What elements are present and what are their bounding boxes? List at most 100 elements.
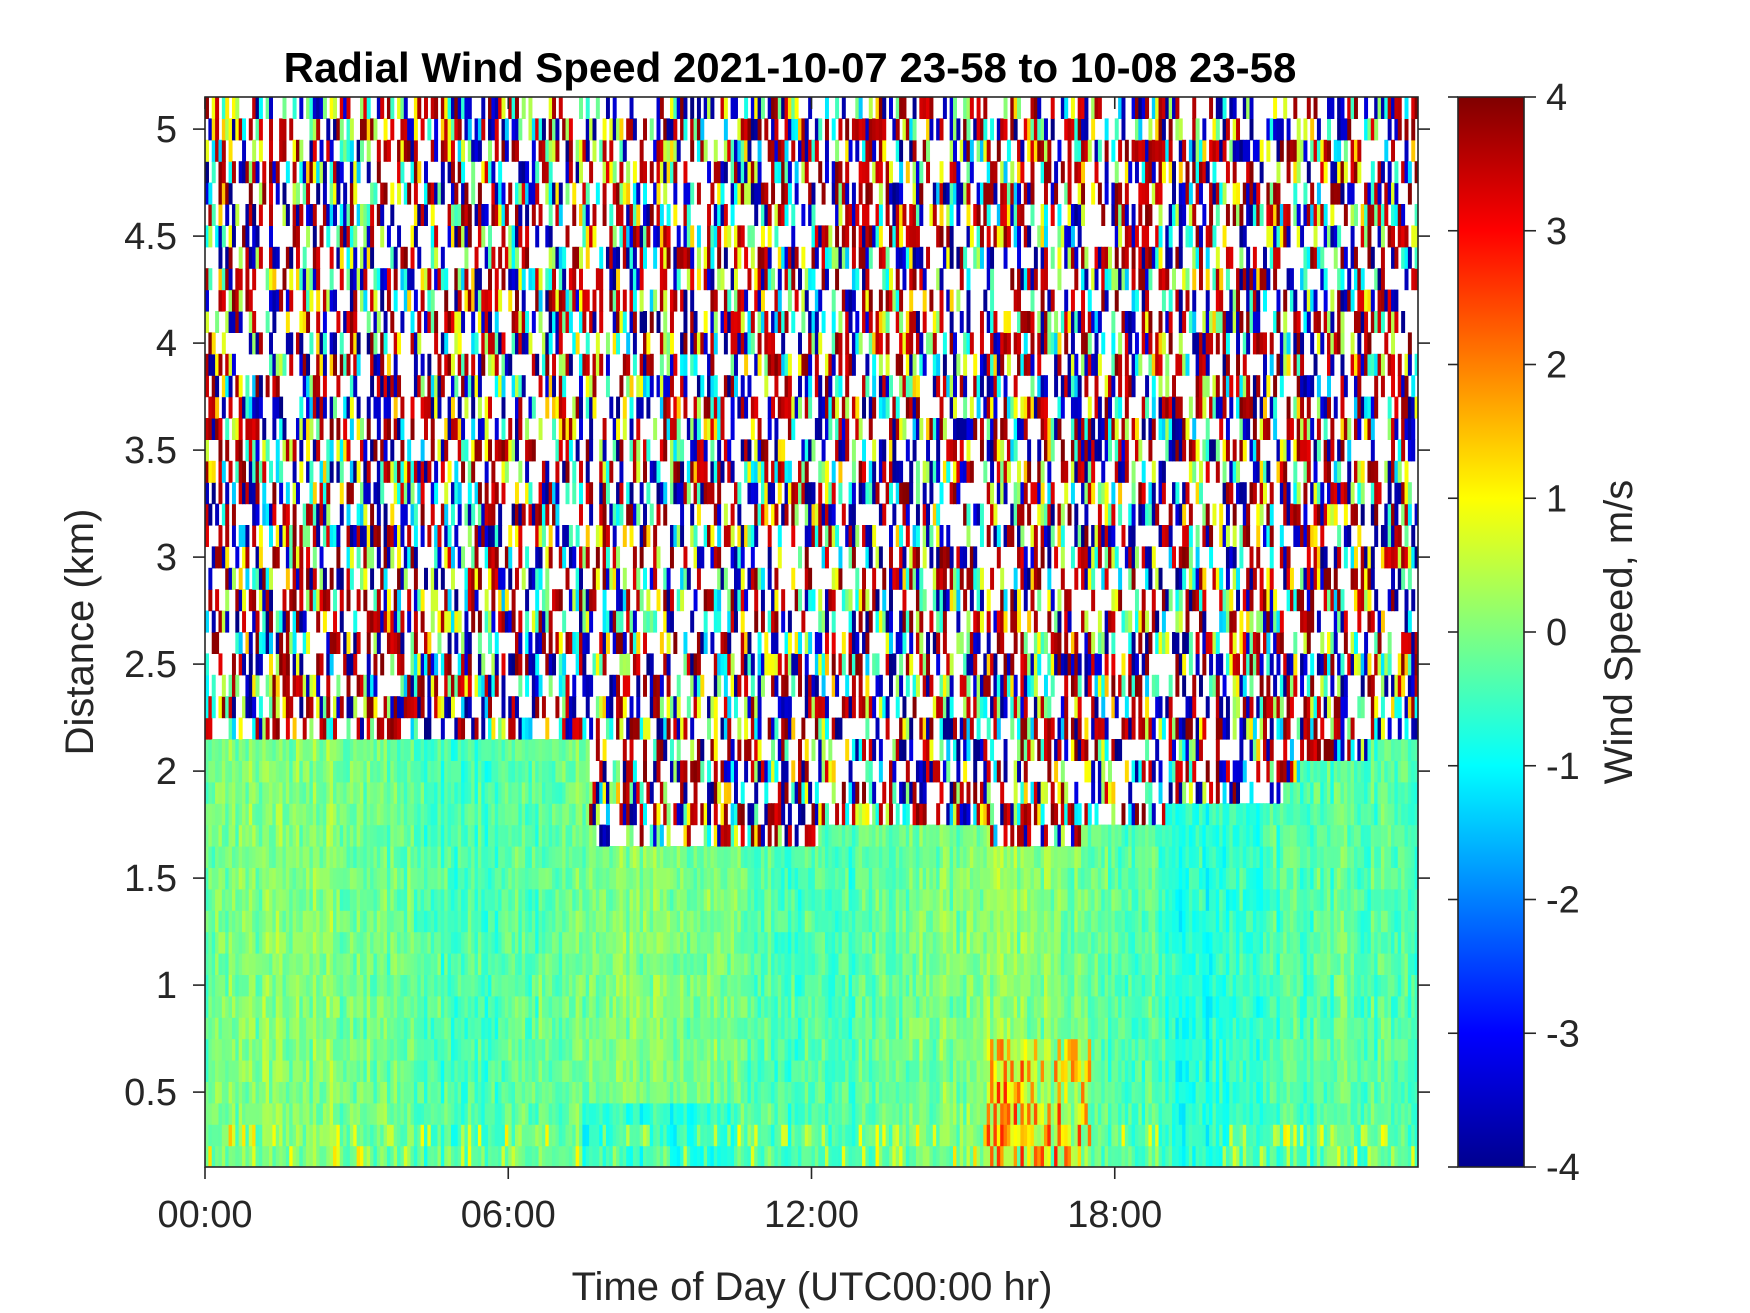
heatmap-cell (656, 1060, 661, 1082)
heatmap-cell (306, 696, 311, 719)
heatmap-cell (336, 1038, 341, 1061)
heatmap-cell (653, 546, 658, 569)
heatmap-cell (538, 995, 543, 1018)
heatmap-cell (245, 1060, 250, 1082)
heatmap-cell (484, 888, 489, 911)
heatmap-cell (393, 589, 398, 612)
heatmap-cell (572, 396, 577, 419)
heatmap-cell (579, 632, 583, 654)
heatmap-cell (295, 1102, 300, 1125)
heatmap-cell (208, 1081, 213, 1104)
heatmap-cell (471, 182, 476, 205)
heatmap-cell (363, 567, 368, 590)
heatmap-cell (565, 696, 570, 719)
heatmap-cell (474, 118, 479, 141)
heatmap-cell (349, 118, 354, 141)
heatmap-cell (356, 1060, 361, 1082)
heatmap-cell (565, 1038, 570, 1061)
heatmap-cell (488, 1017, 492, 1040)
heatmap-cell (636, 717, 641, 740)
heatmap-cell (535, 225, 540, 248)
heatmap-cell (467, 225, 472, 248)
heatmap-cell (326, 974, 331, 997)
heatmap-cell (535, 503, 540, 526)
heatmap-cell (461, 867, 466, 890)
heatmap-cell (282, 503, 287, 526)
heatmap-cell (518, 717, 523, 740)
heatmap-cell (228, 118, 233, 141)
heatmap-cell (309, 332, 314, 355)
heatmap-cell (346, 1017, 351, 1040)
heatmap-cell (299, 867, 304, 890)
heatmap-cell (410, 953, 415, 975)
heatmap-cell (619, 161, 624, 184)
heatmap-cell (309, 1081, 314, 1104)
heatmap-cell (552, 824, 557, 847)
heatmap-cell (491, 1060, 496, 1082)
heatmap-cell (312, 674, 317, 697)
heatmap-cell (464, 204, 469, 226)
heatmap-cell (322, 1145, 327, 1167)
heatmap-cell (555, 482, 560, 505)
heatmap-cell (595, 1017, 600, 1040)
heatmap-cell (555, 460, 560, 483)
heatmap-cell (545, 289, 550, 312)
heatmap-cell (494, 888, 499, 911)
heatmap-cell (265, 739, 270, 761)
heatmap-cell (498, 867, 503, 890)
heatmap-cell (231, 97, 236, 119)
heatmap-cell (245, 846, 250, 868)
heatmap-cell (518, 1124, 523, 1147)
heatmap-cell (501, 867, 506, 890)
heatmap-cell (504, 1060, 509, 1082)
heatmap-cell (568, 418, 573, 440)
heatmap-cell (420, 995, 425, 1018)
heatmap-cell (383, 995, 388, 1018)
heatmap-cell (558, 1124, 563, 1147)
heatmap-cell (366, 867, 371, 890)
heatmap-cell (599, 995, 604, 1018)
heatmap-cell (454, 268, 459, 291)
heatmap-cell (349, 739, 354, 761)
heatmap-cell (528, 439, 533, 462)
heatmap-cell (272, 1017, 277, 1040)
heatmap-cell (626, 589, 631, 612)
heatmap-cell (390, 888, 395, 911)
heatmap-cell (306, 739, 311, 761)
heatmap-cell (514, 268, 519, 291)
heatmap-cell (295, 1060, 300, 1082)
heatmap-cell (447, 674, 452, 697)
heatmap-cell (649, 1081, 654, 1104)
heatmap-cell (501, 482, 506, 505)
heatmap-cell (525, 931, 530, 954)
heatmap-cell (269, 888, 273, 911)
heatmap-cell (555, 995, 560, 1018)
heatmap-cell (582, 225, 587, 248)
heatmap-cell (231, 503, 236, 526)
heatmap-cell (545, 1017, 550, 1040)
heatmap-cell (309, 139, 314, 162)
heatmap-cell (306, 910, 311, 933)
heatmap-cell (585, 760, 590, 783)
heatmap-cell (390, 910, 395, 933)
heatmap-cell (491, 653, 496, 676)
heatmap-cell (353, 846, 358, 868)
heatmap-cell (656, 696, 661, 719)
heatmap-cell (322, 204, 327, 226)
heatmap-cell (329, 161, 334, 184)
heatmap-cell (306, 632, 311, 654)
heatmap-cell (434, 482, 439, 505)
heatmap-cell (528, 717, 533, 740)
heatmap-cell (211, 953, 216, 975)
heatmap-cell (454, 182, 459, 205)
heatmap-cell (649, 824, 654, 847)
heatmap-cell (528, 739, 533, 761)
heatmap-cell (552, 910, 557, 933)
heatmap-cell (616, 1017, 621, 1040)
heatmap-cell (329, 525, 334, 547)
heatmap-cell (225, 781, 230, 804)
heatmap-cell (225, 739, 230, 761)
heatmap-cell (349, 268, 354, 291)
heatmap-cell (444, 953, 449, 975)
heatmap-cell (605, 803, 610, 826)
